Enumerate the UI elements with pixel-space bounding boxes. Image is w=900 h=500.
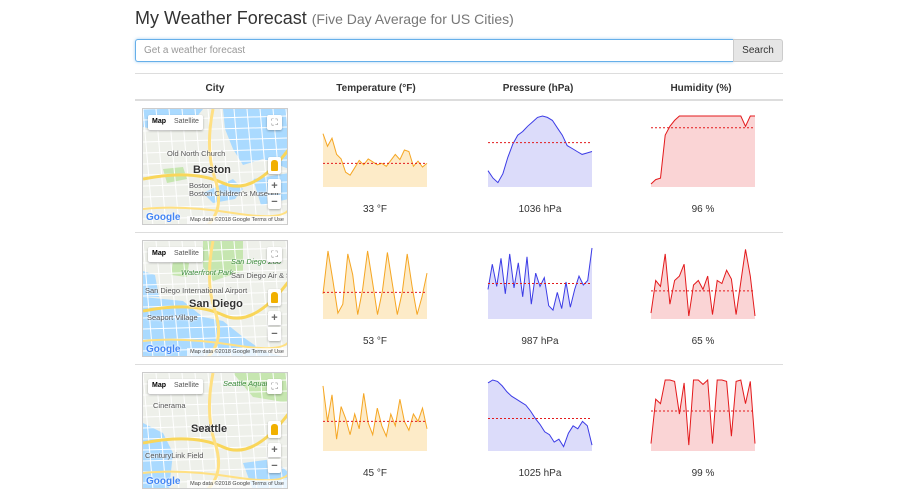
pegman-icon[interactable] [268,289,281,306]
forecast-table: City Temperature (°F) Pressure (hPa) Hum… [135,73,783,497]
fullscreen-icon[interactable]: ⛶ [267,247,282,262]
pressure-line [487,247,593,312]
map-type-control: Map Satellite [148,247,203,262]
humidity-sparkline [650,113,755,187]
map-place-label: Boston Children's Museum [189,189,279,198]
pegman-icon[interactable] [268,157,281,174]
temperature-area [323,250,427,319]
temperature-value: 33 °F [362,204,387,215]
zoom-in-button[interactable]: + [268,311,281,325]
zoom-out-button[interactable]: − [268,459,281,473]
temperature-sparkline [322,245,428,319]
map-type-map-button[interactable]: Map [152,250,166,257]
zoom-in-button[interactable]: + [268,179,281,193]
city-map[interactable]: San Diego Zoo Waterfront Park San Diego Ai… [142,240,288,357]
temperature-line [322,250,428,315]
search-bar: Search [135,39,783,62]
temperature-value: 45 °F [362,468,387,479]
map-place-label: CenturyLink Field [145,451,204,460]
map-place-label: San Diego Zoo [231,257,282,266]
table-row: Old North Church Boston Boston Children's … [135,101,783,233]
pressure-line [487,379,593,448]
map-attribution[interactable]: Map data ©2018 Google Terms of Use [187,216,287,224]
map-type-control: Map Satellite [148,379,203,394]
temperature-sparkline [322,113,428,187]
table-row: San Diego Zoo Waterfront Park San Diego Ai… [135,233,783,365]
map-city-label: San Diego [189,298,243,310]
humidity-area [651,116,755,187]
zoom-out-button[interactable]: − [268,327,281,341]
map-place-label: Boston [189,181,213,190]
city-map[interactable]: Old North Church Boston Boston Children's … [142,108,288,225]
page-title-text: My Weather Forecast [135,8,307,28]
header-pressure: Pressure (hPa) [502,83,574,94]
search-button[interactable]: Search [733,39,783,62]
map-type-satellite-button[interactable]: Satellite [174,250,199,257]
humidity-line [650,115,755,185]
map-place-label: San Diego Air & Space Museum [231,271,287,280]
humidity-sparkline [650,377,756,451]
zoom-in-button[interactable]: + [268,443,281,457]
humidity-value: 99 % [691,468,715,479]
google-logo: Google [146,476,181,487]
map-city-label: Boston [193,164,231,176]
header-city: City [205,83,225,94]
map-place-label: San Diego International Airport [145,286,248,295]
zoom-out-button[interactable]: − [268,195,281,209]
pressure-sparkline [487,245,593,319]
map-attribution[interactable]: Map data ©2018 Google Terms of Use [187,480,287,488]
temperature-area [323,133,427,187]
map-place-label: Seattle [191,423,215,432]
fullscreen-icon[interactable]: ⛶ [267,115,282,130]
map-place-label: Seaport Village [147,313,198,322]
pegman-icon[interactable] [268,421,281,438]
header-temperature: Temperature (°F) [336,83,416,94]
pressure-sparkline [487,377,593,451]
map-type-map-button[interactable]: Map [152,382,166,389]
table-header: City Temperature (°F) Pressure (hPa) Hum… [135,73,783,101]
pressure-area [488,380,592,451]
map-attribution[interactable]: Map data ©2018 Google Terms of Use [187,348,287,356]
map-type-control: Map Satellite [148,115,203,130]
map-type-map-button[interactable]: Map [152,118,166,125]
table-row: Cinerama Seattle CenturyLink Field Seattle … [135,365,783,497]
page-title: My Weather Forecast (Five Day Average fo… [135,8,514,29]
pressure-value: 1036 hPa [518,204,562,215]
pressure-area [488,248,592,319]
temperature-area [323,385,427,451]
search-input[interactable] [135,39,733,62]
map-place-label: Waterfront Park [181,268,234,277]
pressure-sparkline [487,113,593,187]
map-place-label: Seattle Aquarium [223,379,281,388]
humidity-value: 65 % [691,336,715,347]
humidity-area [651,380,755,451]
map-city-label: Seattle [191,423,228,435]
pressure-area [488,116,592,187]
humidity-value: 96 % [691,204,715,215]
humidity-line [650,378,756,446]
pressure-value: 987 hPa [521,336,559,347]
temperature-value: 53 °F [362,336,387,347]
pressure-line [487,115,593,184]
temperature-sparkline [322,377,428,451]
map-place-label: Old North Church [167,149,226,158]
map-type-satellite-button[interactable]: Satellite [174,382,199,389]
header-humidity: Humidity (%) [670,83,732,94]
fullscreen-icon[interactable]: ⛶ [267,379,282,394]
humidity-sparkline [650,245,756,319]
humidity-line [650,249,756,317]
google-logo: Google [146,212,181,223]
page-subtitle: (Five Day Average for US Cities) [311,11,514,27]
pressure-value: 1025 hPa [518,468,562,479]
google-logo: Google [146,344,181,355]
map-place-label: Cinerama [153,401,186,410]
humidity-area [651,249,755,319]
map-type-satellite-button[interactable]: Satellite [174,118,199,125]
city-map[interactable]: Cinerama Seattle CenturyLink Field Seattle … [142,372,288,489]
